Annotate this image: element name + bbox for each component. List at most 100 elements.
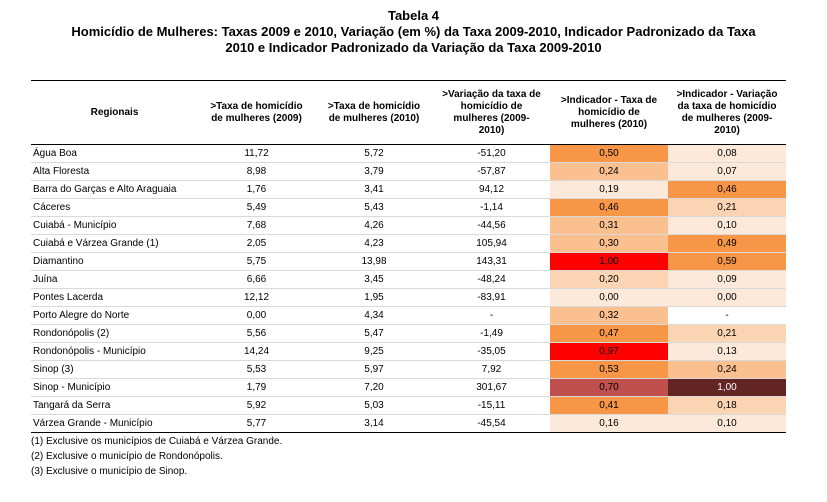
cell-regional: Várzea Grande - Município	[31, 414, 198, 433]
cell-taxa-2009: 5,56	[198, 324, 315, 343]
header-indicador-variacao: >Indicador - Variação da taxa de homicídi…	[668, 80, 786, 145]
title-line-3: 2010 e Indicador Padronizado da Variação…	[225, 40, 602, 55]
table-row: Porto Alegre do Norte 0,00 4,34-0,32-	[31, 306, 786, 325]
cell-indicador-variacao: 0,46	[668, 180, 786, 199]
cell-taxa-2010: 5,72	[315, 144, 433, 163]
header-line: homicídio de	[578, 106, 640, 118]
cell-regional: Sinop (3)	[31, 360, 198, 379]
cell-indicador-variacao: 0,00	[668, 288, 786, 307]
cell-indicador-taxa: 0,41	[550, 396, 668, 415]
cell-variacao: 105,94	[433, 234, 550, 253]
cell-taxa-2009: 8,98	[198, 162, 315, 181]
cell-indicador-taxa: 0,50	[550, 144, 668, 163]
data-table: Regionais >Taxa de homicídio de mulheres (…	[31, 80, 786, 433]
cell-variacao: -1,14	[433, 198, 550, 217]
cell-indicador-taxa: 1,00	[550, 252, 668, 271]
cell-taxa-2010: 5,43	[315, 198, 433, 217]
table-row: Pontes Lacerda 12,12 1,95 -83,91 0,00 0,00	[31, 288, 786, 307]
cell-variacao: -1,49	[433, 324, 550, 343]
cell-taxa-2010: 7,20	[315, 378, 433, 397]
table-body: Água Boa 11,72 5,72 -51,20 0,50 0,08 Alta Flor…	[31, 144, 786, 433]
header-variacao: >Variação da taxa de homicídio de mulheres…	[433, 80, 550, 145]
table-row: Rondonópolis - Município 14,24 9,25 -35,05 0…	[31, 342, 786, 361]
cell-variacao: -51,20	[433, 144, 550, 163]
cell-regional: Pontes Lacerda	[31, 288, 198, 307]
header-line: Regionais	[90, 106, 139, 118]
title-line-2: Homicídio de Mulheres: Taxas 2009 e 2010…	[71, 24, 756, 39]
cell-indicador-taxa: 0,30	[550, 234, 668, 253]
cell-indicador-taxa: 0,46	[550, 198, 668, 217]
cell-indicador-taxa: 0,97	[550, 342, 668, 361]
cell-taxa-2009: 0,00	[198, 306, 315, 325]
cell-variacao: 301,67	[433, 378, 550, 397]
header-line: mulheres (2009-	[453, 112, 530, 124]
cell-taxa-2009: 11,72	[198, 144, 315, 163]
cell-indicador-taxa: 0,31	[550, 216, 668, 235]
header-line: de mulheres (2009-	[681, 112, 773, 124]
header-line: mulheres (2010)	[570, 118, 648, 130]
cell-indicador-taxa: 0,24	[550, 162, 668, 181]
header-regionais: Regionais	[31, 80, 198, 145]
cell-variacao: -15,11	[433, 396, 550, 415]
cell-taxa-2010: 5,97	[315, 360, 433, 379]
cell-indicador-variacao: 0,21	[668, 324, 786, 343]
cell-indicador-taxa: 0,70	[550, 378, 668, 397]
cell-taxa-2009: 12,12	[198, 288, 315, 307]
cell-indicador-variacao: -	[668, 306, 786, 325]
cell-indicador-taxa: 0,00	[550, 288, 668, 307]
cell-taxa-2009: 14,24	[198, 342, 315, 361]
table-row: Cuiabá - Município 7,68 4,26 -44,56 0,31 0,10	[31, 216, 786, 235]
cell-regional: Barra do Garças e Alto Araguaia	[31, 180, 198, 199]
cell-taxa-2010: 5,03	[315, 396, 433, 415]
cell-taxa-2010: 4,34	[315, 306, 433, 325]
header-line: 2010)	[478, 124, 505, 136]
table-row: Água Boa 11,72 5,72 -51,20 0,50 0,08	[31, 144, 786, 163]
table-row: Alta Floresta 8,98 3,79 -57,87 0,24 0,07	[31, 162, 786, 181]
table-row: Cáceres 5,49 5,43 -1,14 0,46 0,21	[31, 198, 786, 217]
cell-indicador-variacao: 0,10	[668, 216, 786, 235]
cell-indicador-variacao: 0,08	[668, 144, 786, 163]
table-row: Cuiabá e Várzea Grande (1) 2,05 4,23 105,94…	[31, 234, 786, 253]
cell-taxa-2010: 13,98	[315, 252, 433, 271]
cell-indicador-variacao: 0,49	[668, 234, 786, 253]
cell-regional: Sinop - Município	[31, 378, 198, 397]
cell-regional: Rondonópolis (2)	[31, 324, 198, 343]
cell-regional: Porto Alegre do Norte	[31, 306, 198, 325]
table-row: Barra do Garças e Alto Araguaia 1,76 3,41 9…	[31, 180, 786, 199]
cell-taxa-2009: 5,92	[198, 396, 315, 415]
cell-variacao: -48,24	[433, 270, 550, 289]
cell-variacao: 143,31	[433, 252, 550, 271]
cell-indicador-variacao: 0,09	[668, 270, 786, 289]
cell-indicador-variacao: 0,21	[668, 198, 786, 217]
header-line: de mulheres (2009)	[211, 112, 302, 124]
cell-indicador-variacao: 0,59	[668, 252, 786, 271]
cell-variacao: -57,87	[433, 162, 550, 181]
cell-indicador-taxa: 0,20	[550, 270, 668, 289]
cell-taxa-2010: 5,47	[315, 324, 433, 343]
table-row: Rondonópolis (2) 5,56 5,47 -1,49 0,47 0,21	[31, 324, 786, 343]
cell-taxa-2009: 5,49	[198, 198, 315, 217]
footnote: (3) Exclusive o município de Sinop.	[31, 466, 188, 477]
cell-regional: Rondonópolis - Município	[31, 342, 198, 361]
cell-regional: Água Boa	[31, 144, 198, 163]
header-line: homicídio de	[460, 100, 523, 112]
footnote: (2) Exclusive o município de Rondonópoli…	[31, 451, 223, 462]
cell-regional: Alta Floresta	[31, 162, 198, 181]
cell-taxa-2009: 5,75	[198, 252, 315, 271]
cell-taxa-2009: 2,05	[198, 234, 315, 253]
cell-taxa-2009: 5,77	[198, 414, 315, 433]
header-line: >Taxa de homicídio	[327, 100, 421, 112]
cell-taxa-2010: 4,23	[315, 234, 433, 253]
header-indicador-taxa: >Indicador - Taxa de homicídio de mulheres…	[550, 80, 668, 145]
cell-variacao: 94,12	[433, 180, 550, 199]
cell-indicador-variacao: 0,07	[668, 162, 786, 181]
header-line: de mulheres (2010)	[328, 112, 420, 124]
cell-indicador-taxa: 0,16	[550, 414, 668, 433]
footnotes: (1) Exclusive os municípios de Cuiabá e …	[31, 434, 282, 479]
cell-taxa-2010: 1,95	[315, 288, 433, 307]
cell-indicador-taxa: 0,19	[550, 180, 668, 199]
cell-indicador-variacao: 1,00	[668, 378, 786, 397]
header-line: >Indicador - Variação	[676, 88, 778, 100]
header-taxa-2010: >Taxa de homicídio de mulheres (2010)	[315, 80, 433, 145]
cell-taxa-2010: 4,26	[315, 216, 433, 235]
